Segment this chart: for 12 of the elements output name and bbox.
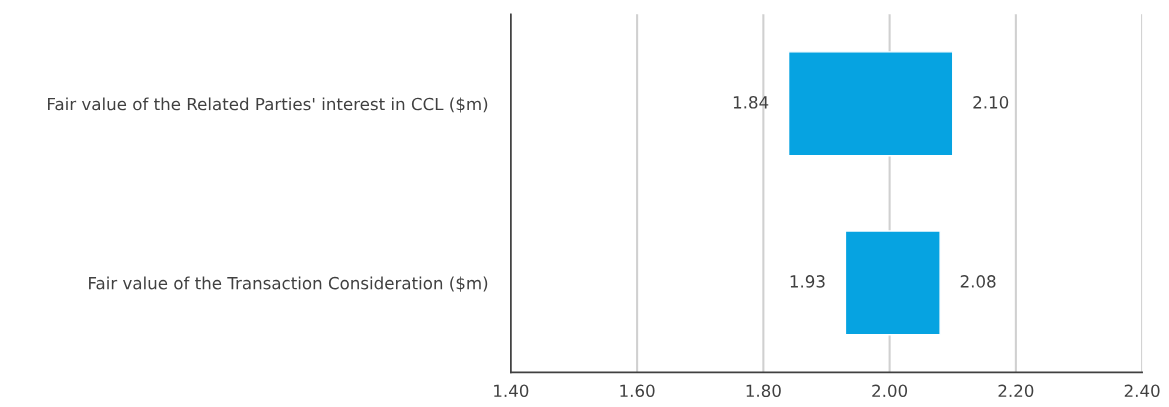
- x-tick-label: 1.60: [620, 384, 655, 398]
- x-tick-label: 1.40: [494, 384, 529, 398]
- x-tick-label: 2.00: [872, 384, 908, 398]
- x-tick-label: 2.40: [1124, 384, 1160, 398]
- annotation: 2.08: [960, 275, 996, 288]
- y-tick-label: Fair value of the Transaction Consideration ($m): [89, 276, 488, 292]
- y-tick-label: Fair value of the Related Parties' interest in CCL ($m): [48, 97, 488, 113]
- annotation: 1.84: [733, 96, 769, 109]
- x-tick-label: 1.80: [746, 384, 781, 398]
- annotation: 2.10: [973, 96, 1009, 109]
- x-tick-label: 2.20: [998, 384, 1034, 398]
- annotation: 1.93: [790, 275, 825, 288]
